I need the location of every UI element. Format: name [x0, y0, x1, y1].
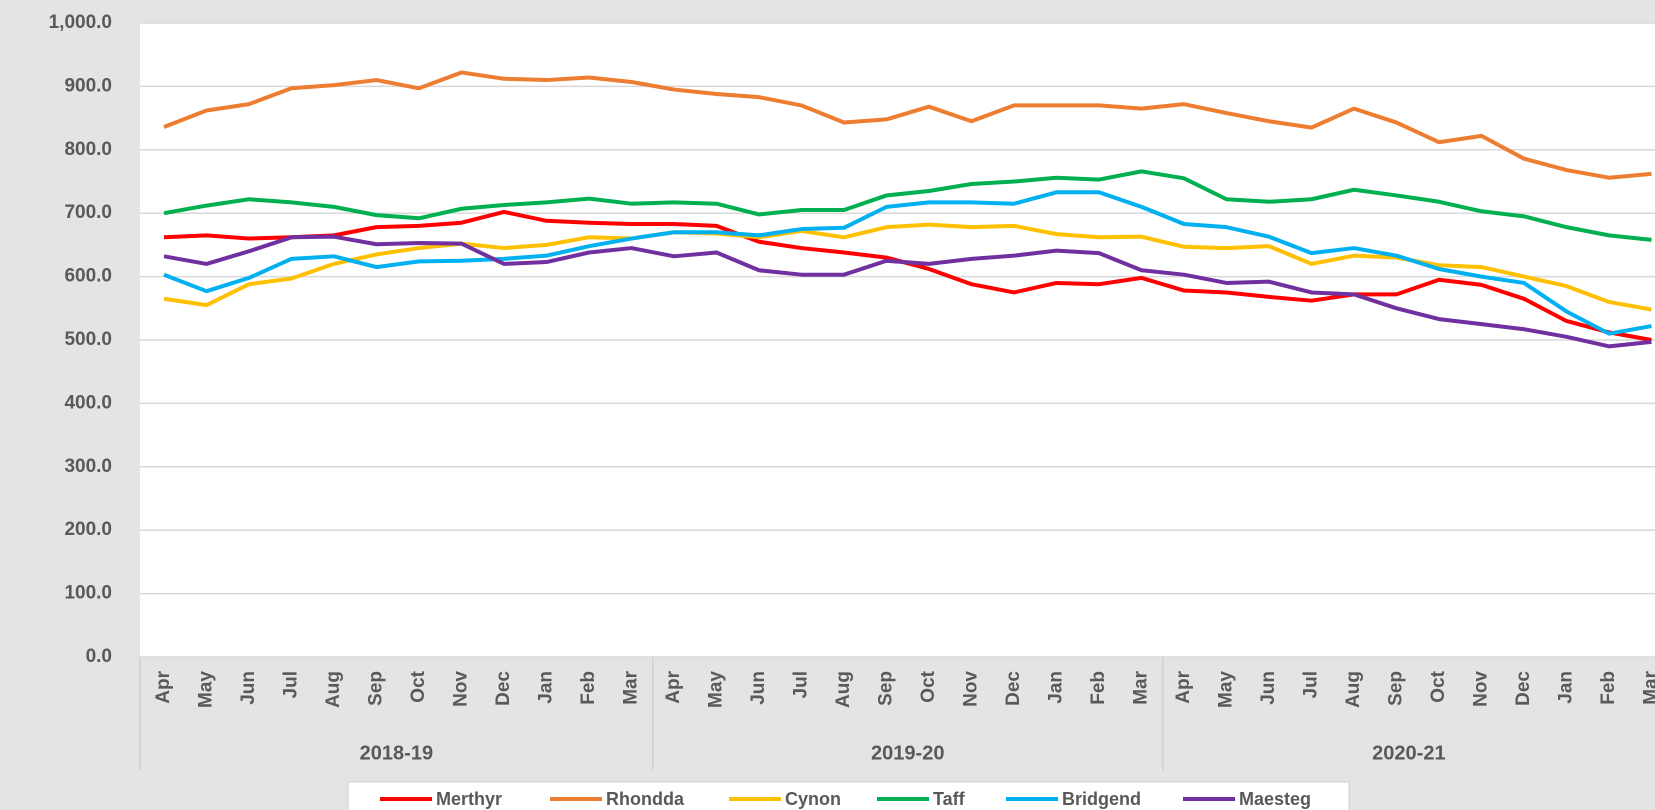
x-tick-label: Aug — [833, 671, 854, 708]
x-tick-label: Apr — [1173, 670, 1194, 703]
y-tick-label: 200.0 — [64, 519, 112, 540]
x-tick-label: Nov — [961, 671, 982, 707]
series-line — [163, 70, 1652, 180]
group-label: 2020-21 — [1372, 742, 1445, 764]
y-tick-label: 600.0 — [64, 266, 112, 287]
group-label: 2018-19 — [360, 742, 433, 764]
x-tick-label: Jul — [791, 671, 812, 698]
x-tick-label: May — [196, 671, 217, 708]
x-tick-label: Jul — [281, 671, 302, 698]
x-tick-label: Jun — [238, 671, 259, 705]
x-tick-label: Jan — [1556, 671, 1577, 704]
x-tick-label: Jun — [748, 671, 769, 705]
x-tick-label: Sep — [1386, 671, 1407, 706]
x-tick-label: Dec — [1003, 671, 1024, 706]
x-tick-label: Oct — [918, 670, 939, 702]
x-tick-label: Aug — [323, 671, 344, 708]
x-tick-label: Mar — [1641, 670, 1655, 704]
x-tick-label: Feb — [578, 671, 599, 705]
x-tick-label: Nov — [451, 671, 472, 707]
legend-label: Merthyr — [436, 789, 502, 809]
y-tick-label: 800.0 — [64, 139, 112, 160]
x-tick-label: Jan — [536, 671, 557, 704]
y-tick-label: 900.0 — [64, 75, 112, 96]
x-tick-label: Apr — [663, 670, 684, 703]
y-tick-label: 1,000.0 — [49, 12, 112, 33]
x-tick-label: Jan — [1046, 671, 1067, 704]
x-tick-label: May — [1216, 671, 1237, 708]
legend-label: Taff — [933, 789, 966, 809]
x-tick-label: Sep — [366, 671, 387, 706]
x-tick-label: Mar — [1131, 670, 1152, 704]
x-tick-label: Mar — [621, 670, 642, 704]
series-line — [163, 190, 1652, 336]
x-tick-label: Feb — [1088, 671, 1109, 705]
legend-label: Rhondda — [606, 789, 685, 809]
x-tick-label: Nov — [1471, 671, 1492, 707]
y-tick-label: 500.0 — [64, 329, 112, 350]
x-tick-label: Oct — [1428, 670, 1449, 702]
x-tick-label: Apr — [153, 670, 174, 703]
series-line — [163, 234, 1652, 349]
x-tick-label: Oct — [408, 670, 429, 702]
x-tick-label: Sep — [876, 671, 897, 706]
x-tick-label: May — [706, 671, 727, 708]
group-label: 2019-20 — [871, 742, 944, 764]
legend-label: Maesteg — [1239, 789, 1311, 809]
y-tick-label: 0.0 — [86, 646, 112, 667]
y-tick-label: 100.0 — [64, 583, 112, 604]
legend-label: Bridgend — [1062, 789, 1141, 809]
legend-label: Cynon — [785, 789, 841, 809]
y-tick-label: 700.0 — [64, 202, 112, 223]
y-tick-label: 300.0 — [64, 456, 112, 477]
x-tick-label: Aug — [1343, 671, 1364, 708]
y-tick-label: 400.0 — [64, 392, 112, 413]
legend-box — [347, 781, 1350, 810]
x-tick-label: Jul — [1301, 671, 1322, 698]
x-tick-label: Jun — [1258, 671, 1279, 705]
x-tick-label: Feb — [1598, 671, 1619, 705]
x-tick-label: Dec — [493, 671, 514, 706]
series-line — [163, 169, 1652, 242]
x-tick-label: Dec — [1513, 671, 1534, 706]
